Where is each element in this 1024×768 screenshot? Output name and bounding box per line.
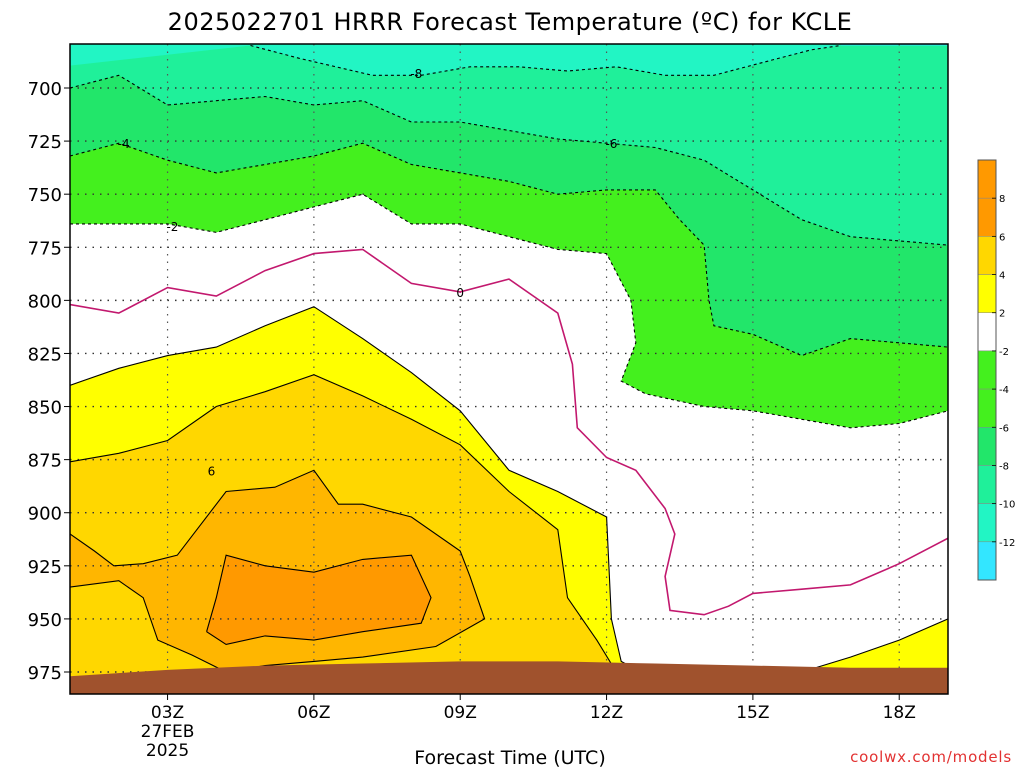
temperature-fill-regions bbox=[70, 44, 948, 694]
contour-label--2: -2 bbox=[166, 220, 178, 234]
y-tick-label-925: 925 bbox=[28, 557, 62, 578]
colorbar-band-6 bbox=[977, 388, 997, 428]
x-tick-label-06Z: 06Z bbox=[297, 703, 330, 723]
y-axis-ticks: 700 725 750 775 800 825 850 875 900 925 950 975 bbox=[28, 79, 70, 684]
fill-region-minus10 bbox=[70, 44, 841, 76]
colorbar-band-10 bbox=[977, 541, 997, 581]
x-tick-year: 2025 bbox=[146, 741, 189, 761]
colorbar-band-0 bbox=[977, 159, 997, 199]
colorbar-label--4: -4 bbox=[999, 385, 1009, 396]
contour-label-6: 6 bbox=[208, 464, 216, 478]
y-tick-label-775: 775 bbox=[28, 238, 62, 259]
y-tick-label-825: 825 bbox=[28, 344, 62, 365]
isotherm-lines bbox=[70, 44, 948, 673]
colorbar-band-8 bbox=[977, 465, 997, 504]
colorbar-label--6: -6 bbox=[999, 423, 1009, 434]
plot-area: -8 -6 -4 -2 0 6 bbox=[70, 44, 948, 694]
contour-label--4: -4 bbox=[118, 137, 130, 151]
colorbar-label--8: -8 bbox=[999, 461, 1009, 472]
x-tick-label-12Z: 12Z bbox=[590, 703, 623, 723]
contour-label--8: -8 bbox=[410, 67, 422, 81]
colorbar-band-4 bbox=[977, 312, 997, 352]
y-tick-label-875: 875 bbox=[28, 451, 62, 472]
colorbar-label-6: 6 bbox=[999, 232, 1005, 243]
isotherm-0 bbox=[70, 248, 948, 616]
colorbar-frame bbox=[977, 159, 997, 581]
colorbar-band-1 bbox=[977, 197, 997, 237]
colorbar-band-3 bbox=[977, 274, 997, 313]
colorbar-label--2: -2 bbox=[999, 347, 1009, 358]
ground-layer bbox=[70, 661, 948, 694]
isotherm-4 bbox=[70, 374, 617, 673]
y-tick-label-700: 700 bbox=[28, 79, 62, 100]
x-tick-date: 27FEB bbox=[141, 722, 195, 742]
colorbar-legend: 8 6 4 2 -2 -4 -6 -8 -10 -12 bbox=[977, 159, 1015, 581]
x-axis-title: Forecast Time (UTC) bbox=[414, 747, 605, 768]
contour-label-0: 0 bbox=[456, 286, 464, 300]
y-tick-label-750: 750 bbox=[28, 185, 62, 206]
chart-title: 2025022701 HRRR Forecast Temperature (ºC… bbox=[168, 8, 853, 36]
isotherm-2 bbox=[70, 306, 641, 673]
fill-region-4to6-lower bbox=[70, 580, 227, 672]
plot-frame bbox=[69, 43, 949, 695]
isotherm--2 bbox=[70, 193, 948, 429]
colorbar-label-4: 4 bbox=[999, 271, 1005, 282]
y-tick-label-900: 900 bbox=[28, 504, 62, 525]
colorbar-band-7 bbox=[977, 427, 997, 466]
ground-surface bbox=[70, 661, 948, 694]
y-tick-label-800: 800 bbox=[28, 291, 62, 312]
contour-labels: -8 -6 -4 -2 0 6 bbox=[118, 67, 618, 478]
y-tick-label-850: 850 bbox=[28, 398, 62, 419]
colorbar-band-2 bbox=[977, 236, 997, 275]
colorbar-label--10: -10 bbox=[999, 500, 1015, 511]
colorbar-band-9 bbox=[977, 503, 997, 543]
colorbar-label-2: 2 bbox=[999, 309, 1005, 320]
credit-text: coolwx.com/models bbox=[850, 748, 1012, 766]
isotherm--6 bbox=[70, 74, 948, 246]
y-tick-label-725: 725 bbox=[28, 132, 62, 153]
isotherm--4 bbox=[70, 142, 948, 357]
fill-region-8plus bbox=[206, 555, 431, 645]
isotherm-6-b bbox=[70, 580, 227, 673]
x-tick-label-03Z: 03Z bbox=[151, 703, 184, 723]
x-tick-label-09Z: 09Z bbox=[444, 703, 477, 723]
colorbar-band-5 bbox=[977, 350, 997, 390]
y-tick-label-950: 950 bbox=[28, 610, 62, 631]
x-tick-label-15Z: 15Z bbox=[736, 703, 769, 723]
x-tick-label-18Z: 18Z bbox=[883, 703, 916, 723]
isotherm-6 bbox=[70, 469, 486, 673]
y-tick-label-975: 975 bbox=[28, 663, 62, 684]
isotherm-8 bbox=[206, 554, 432, 645]
contour-label--6: -6 bbox=[605, 137, 617, 151]
colorbar-label--12: -12 bbox=[999, 538, 1015, 549]
isotherm-2-b bbox=[801, 618, 948, 673]
colorbar-label-8: 8 bbox=[999, 194, 1005, 205]
